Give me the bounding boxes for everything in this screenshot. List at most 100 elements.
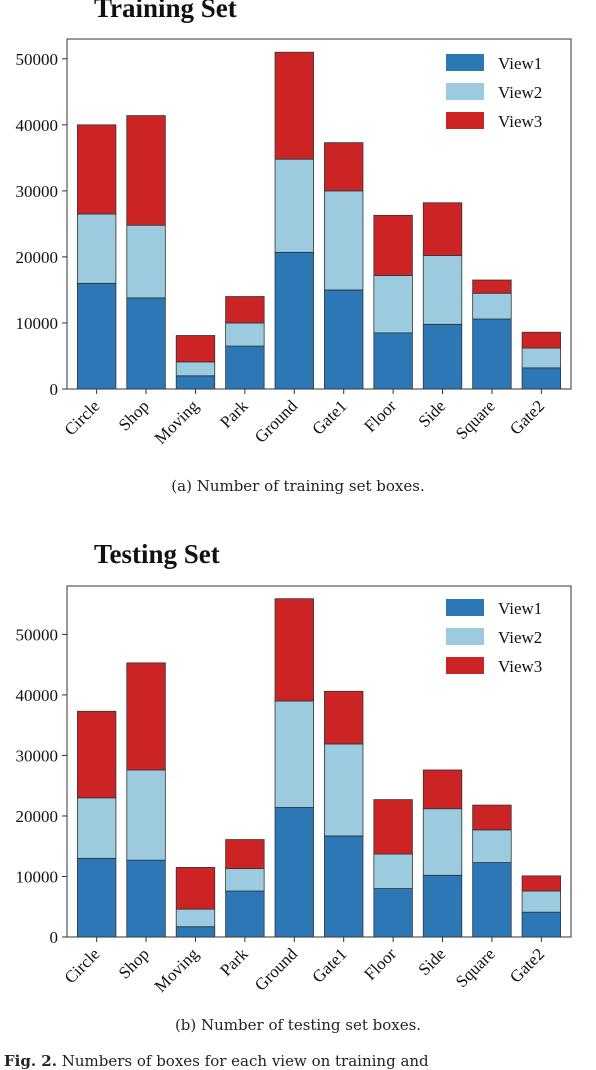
y-tick-label: 30000 xyxy=(16,182,59,201)
y-tick-label: 20000 xyxy=(16,248,59,267)
bar-view1-floor xyxy=(373,888,413,938)
legend-label-view2: View2 xyxy=(498,628,542,647)
legend-label-view1: View1 xyxy=(498,599,542,618)
y-tick-label: 10000 xyxy=(16,314,59,333)
bar-view2-floor xyxy=(373,275,413,334)
bar-view3-square xyxy=(472,279,512,294)
x-tick-label: Gate2 xyxy=(506,396,548,438)
bar-view1-shop xyxy=(126,859,166,938)
x-tick-label: Gate1 xyxy=(308,944,350,986)
x-tick-label: Moving xyxy=(151,396,203,448)
bar-view2-side xyxy=(422,808,463,876)
plot-frame xyxy=(66,585,572,938)
bar-view2-gate1 xyxy=(324,743,364,837)
x-tick-label: Park xyxy=(216,944,252,980)
bar-view2-park xyxy=(225,322,265,347)
x-tick-label: Square xyxy=(452,396,499,443)
y-tick-label: 40000 xyxy=(16,116,59,135)
x-tick-label: Floor xyxy=(360,396,400,436)
bar-view3-ground xyxy=(274,51,314,160)
bar-view1-park xyxy=(225,345,265,390)
bar-view1-circle xyxy=(76,282,117,390)
legend-swatch-view2 xyxy=(446,83,484,100)
chart-title-testing: Testing Set xyxy=(94,539,220,569)
x-tick-label: Circle xyxy=(61,944,104,987)
bar-view3-ground xyxy=(274,598,314,702)
bar-view1-park xyxy=(225,890,265,938)
bar-view2-shop xyxy=(126,769,166,861)
x-tick-label: Side xyxy=(415,396,450,431)
bar-view1-ground xyxy=(274,251,314,390)
legend-label-view1: View1 xyxy=(498,54,542,73)
y-tick-label: 0 xyxy=(50,380,59,399)
bar-view3-circle xyxy=(76,124,117,215)
testing-chart: 0 10000 20000 30000 40000 50000 Circle ShopMovi… xyxy=(16,585,572,996)
bar-view2-square xyxy=(472,829,512,863)
x-tick-label: Gate1 xyxy=(308,396,350,438)
legend-swatch-view1 xyxy=(446,54,484,71)
chart-title-training: Training Set xyxy=(94,0,237,23)
bar-view1-side xyxy=(422,874,463,938)
bar-view1-gate2 xyxy=(521,911,562,938)
bar-view2-gate2 xyxy=(521,347,562,369)
bar-view3-moving xyxy=(175,335,216,363)
x-tick-label: Square xyxy=(452,944,499,991)
bar-view2-moving xyxy=(175,908,216,928)
bar-view1-side xyxy=(422,323,463,390)
bar-view1-ground xyxy=(274,807,314,938)
caption-training: (a) Number of training set boxes. xyxy=(171,477,425,495)
x-tick-label: Gate2 xyxy=(506,944,548,986)
bar-view1-gate2 xyxy=(521,367,562,390)
bar-view1-moving xyxy=(175,926,216,938)
bar-view1-shop xyxy=(126,297,166,390)
x-tick-label: Moving xyxy=(151,944,203,996)
bar-view3-park xyxy=(225,839,265,870)
y-tick-label: 0 xyxy=(50,928,59,947)
bar-view2-circle xyxy=(76,797,117,859)
bar-view2-moving xyxy=(175,361,216,377)
bar-view2-ground xyxy=(274,700,314,808)
bar-view1-square xyxy=(472,318,512,390)
figure-note-label: Fig. 2. xyxy=(4,1052,57,1070)
legend-label-view2: View2 xyxy=(498,83,542,102)
legend-swatch-view1 xyxy=(446,599,484,616)
x-tick-label: Floor xyxy=(360,944,400,984)
bar-view3-gate2 xyxy=(521,875,562,892)
x-tick-label: Shop xyxy=(115,944,153,982)
x-tick-label: Ground xyxy=(251,396,302,447)
bar-view1-circle xyxy=(76,857,117,938)
y-tick-label: 40000 xyxy=(16,686,59,705)
legend-swatch-view2 xyxy=(446,628,484,645)
figure-note: Fig. 2. Numbers of boxes for each view o… xyxy=(4,1052,429,1070)
bar-view3-gate1 xyxy=(324,142,364,192)
x-tick-label: Park xyxy=(216,396,252,432)
legend-swatch-view3 xyxy=(446,657,484,674)
bar-view2-square xyxy=(472,292,512,320)
training-chart: 0 10000 20000 30000 40000 50000 Circle ShopMovi… xyxy=(16,38,572,448)
bar-view2-side xyxy=(422,255,463,325)
bar-view3-moving xyxy=(175,867,216,910)
caption-testing: (b) Number of testing set boxes. xyxy=(174,1016,422,1034)
bar-view2-floor xyxy=(373,853,413,889)
bar-view3-gate1 xyxy=(324,690,364,745)
legend-label-view3: View3 xyxy=(498,112,542,131)
plot-frame xyxy=(66,38,572,390)
bar-view1-moving xyxy=(175,375,216,390)
bar-view3-park xyxy=(225,296,265,324)
bar-view3-shop xyxy=(126,115,166,226)
legend-swatch-view3 xyxy=(446,112,484,129)
bar-view2-park xyxy=(225,868,265,892)
bar-view3-square xyxy=(472,804,512,831)
bar-view2-circle xyxy=(76,213,117,284)
bar-view3-circle xyxy=(76,710,117,799)
y-tick-label: 10000 xyxy=(16,867,59,886)
bar-view2-ground xyxy=(274,158,314,253)
bar-view3-floor xyxy=(373,214,413,276)
bar-view3-floor xyxy=(373,799,413,855)
bar-view2-shop xyxy=(126,224,166,299)
bar-view1-gate1 xyxy=(324,835,364,938)
x-tick-label: Circle xyxy=(61,396,104,439)
x-tick-label: Side xyxy=(415,944,450,979)
legend-label-view3: View3 xyxy=(498,657,542,676)
bar-view2-gate2 xyxy=(521,890,562,913)
